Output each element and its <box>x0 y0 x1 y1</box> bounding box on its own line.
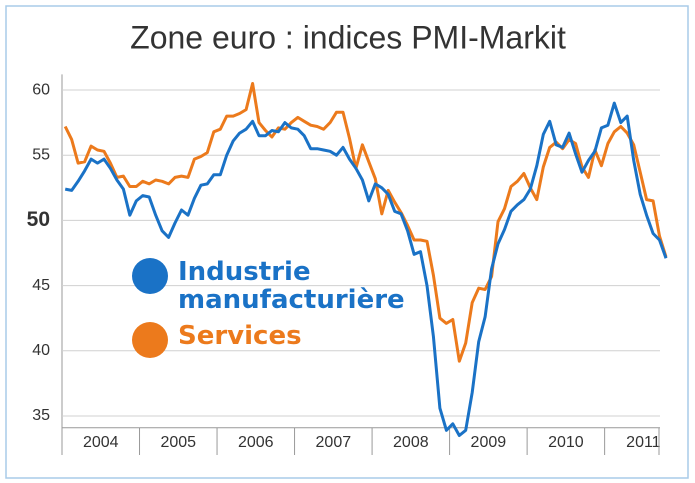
legend-label: Industrie manufacturière <box>178 257 405 315</box>
x-tick-label: 2011 <box>626 434 661 451</box>
y-tick-label: 60 <box>32 81 50 98</box>
legend-marker <box>132 258 168 294</box>
x-tick-label: 2005 <box>160 434 196 451</box>
y-tick-label: 50 <box>27 208 50 231</box>
x-tick-label: 2006 <box>238 434 274 451</box>
legend-label: Services <box>178 321 302 351</box>
y-tick-label: 40 <box>32 342 50 359</box>
x-tick-label: 2010 <box>548 434 584 451</box>
x-tick-label: 2007 <box>316 434 352 451</box>
y-tick-label: 45 <box>32 277 50 294</box>
y-tick-label: 55 <box>32 146 50 163</box>
x-tick-label: 2004 <box>83 434 119 451</box>
x-tick-label: 2009 <box>471 434 507 451</box>
legend-marker <box>132 322 168 358</box>
series-line <box>64 101 668 437</box>
chart-title: Zone euro : indices PMI-Markit <box>130 19 566 55</box>
series-line <box>63 82 668 363</box>
y-tick-label: 35 <box>32 407 50 424</box>
x-tick-label: 2008 <box>393 434 429 451</box>
frame <box>5 5 689 479</box>
